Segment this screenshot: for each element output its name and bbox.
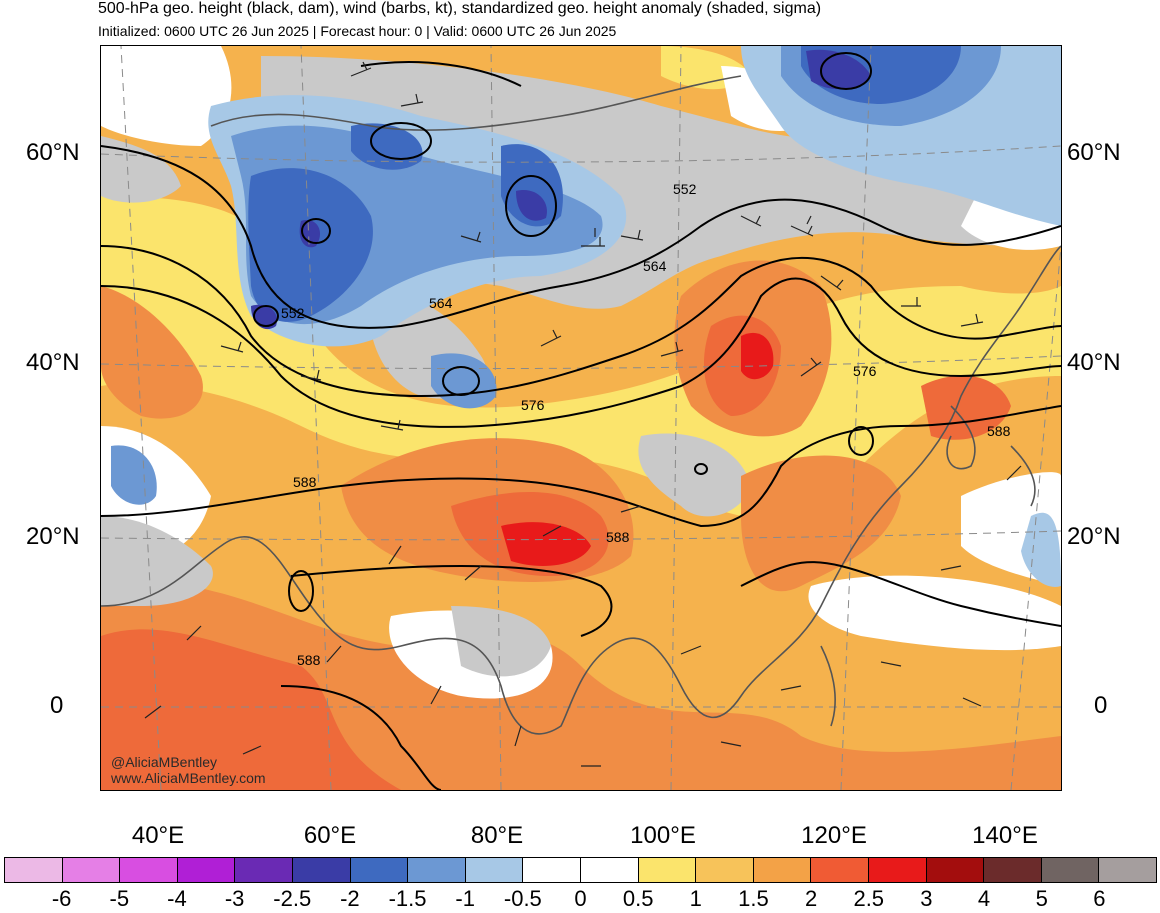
contour-label: 564 [643,258,667,274]
colorbar-swatch [235,858,293,882]
credit-handle: @AliciaMBentley [111,754,218,770]
colorbar-tick-label: 3 [920,886,933,911]
contour-label: 588 [293,474,317,490]
colorbar-tick-label: -4 [167,886,187,911]
colorbar-swatch [465,858,524,882]
colorbar-tick-label: 1.5 [738,886,769,911]
anomaly-region [501,522,591,566]
anomaly-region [101,196,1061,519]
colorbar-swatch [1041,858,1100,882]
anomaly-region [1021,512,1061,587]
chart-subtitle: Initialized: 0600 UTC 26 Jun 2025 | Fore… [98,23,617,39]
wind-barbs [144,61,1022,767]
lon-label: 120°E [801,822,867,849]
height-contours [101,52,1061,790]
anomaly-region [741,332,774,380]
anomaly-region [101,46,232,146]
colorbar-swatch [984,858,1042,882]
colorbar-tick-label: 0 [574,886,587,911]
colorbar-swatch [120,858,178,882]
colorbar-tick-label: 4 [977,886,991,911]
colorbar-tick-label: -2.5 [273,886,312,911]
lat-label-right: 40°N [1067,349,1121,376]
anomaly-region [101,136,181,203]
colorbar-tick-label: 0.5 [622,886,654,911]
contour-label: 588 [297,652,321,668]
colorbar-swatch [580,858,639,882]
colorbar-swatch [868,858,927,882]
lon-label: 80°E [470,822,524,849]
lat-label-left: 40°N [26,349,80,376]
lat-label-left: 60°N [26,139,80,166]
contour-labels: 552 552 564 564 576 576 588 588 588 588 [281,181,1011,668]
colorbar-tick-label: 1 [689,886,702,911]
colorbar-tick-label: -5 [109,886,130,911]
colorbar-swatch [177,858,236,882]
colorbar-tick-label: 2 [804,886,818,911]
anomaly-region [299,220,321,248]
colorbar-swatch [292,858,351,882]
colorbar-tick-label: -1.5 [388,886,427,911]
lon-label: 100°E [630,822,696,849]
colorbar-swatch [638,858,697,882]
anomaly-region [806,49,871,90]
lat-label-right: 0 [1094,692,1108,719]
anomaly-map: 552 552 564 564 576 576 588 588 588 588 [100,45,1062,791]
contour-label: 576 [853,363,877,379]
anomaly-region [101,629,401,790]
colorbar-swatch [1099,858,1156,882]
lon-label: 60°E [303,822,357,849]
colorbar-tick-label: 2.5 [853,886,885,911]
anomaly-region [741,455,901,592]
colorbar-swatch [811,858,869,882]
colorbar-swatch [62,858,121,882]
lat-label-right: 20°N [1067,523,1121,550]
lon-label: 140°E [972,822,1038,849]
contour-label: 576 [521,397,545,413]
colorbar-swatch [523,858,581,882]
anomaly-region [808,575,1061,651]
colorbar-swatch [350,858,409,882]
anomaly-region [101,286,203,419]
colorbar [4,857,1157,883]
colorbar-tick-label: -1 [455,886,475,911]
colorbar-swatch [926,858,985,882]
anomaly-region [516,190,547,221]
contour-label: 588 [987,423,1011,439]
lat-label-right: 60°N [1067,139,1121,166]
anomaly-region [501,144,563,227]
colorbar-tick-label: -2 [340,886,360,911]
colorbar-swatch [696,858,754,882]
coastlines [101,75,1061,735]
lat-label-left: 0 [50,692,64,719]
colorbar-tick-label: 5 [1035,886,1048,911]
contour-label: 552 [281,305,305,321]
colorbar-swatch [408,858,466,882]
contour-label: 564 [429,295,453,311]
contour-label: 552 [673,181,697,197]
colorbar-tick-label: -3 [224,886,245,911]
colorbar-tick-label: -6 [51,886,72,911]
anomaly-region [638,433,751,517]
colorbar-swatch [5,858,63,882]
lat-label-left: 20°N [26,523,80,550]
colorbar-swatch [753,858,812,882]
anomaly-region [451,606,551,677]
colorbar-ticks: -6 -5 -4 -3 -2.5 -2 -1.5 -1 -0.5 0 0.5 1 1.5 2 2.5 3 4 5 6 [4,886,1157,913]
chart-title: 500-hPa geo. height (black, dam), wind (… [98,0,822,17]
contour-label: 588 [606,529,630,545]
colorbar-tick-label: -0.5 [503,886,542,911]
credit-url: www.AliciaMBentley.com [111,770,266,786]
colorbar-tick-label: 6 [1093,886,1106,911]
lon-label: 40°E [131,822,185,849]
map-canvas: 552 552 564 564 576 576 588 588 588 588 [101,46,1061,790]
